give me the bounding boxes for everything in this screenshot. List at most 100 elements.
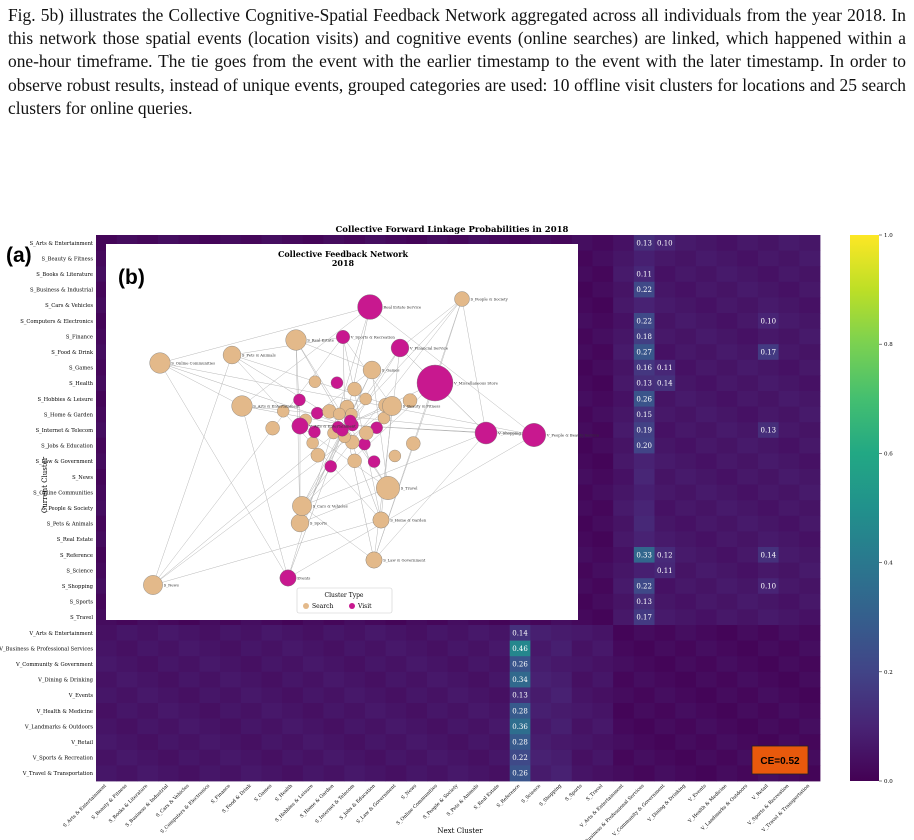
heatmap-cell — [571, 718, 593, 735]
heatmap-cell — [654, 593, 676, 610]
heatmap-cell — [178, 656, 200, 673]
heatmap-cell — [385, 640, 407, 657]
row-label: V_Arts & Entertainment — [28, 631, 93, 637]
network-edge — [159, 362, 535, 436]
heatmap-cell — [613, 313, 635, 329]
heatmap-cell — [530, 656, 552, 673]
row-label: S_Sports — [70, 600, 94, 606]
heatmap-cell — [757, 250, 780, 267]
network-edge — [159, 362, 243, 407]
network-node — [416, 364, 454, 402]
network-legend: Cluster Type Search Visit — [296, 587, 393, 614]
heatmap-cell — [675, 453, 697, 470]
network-node — [359, 425, 374, 441]
col-label: S_Cars & Vehicles — [155, 783, 191, 819]
heatmap-cell — [737, 297, 759, 314]
heatmap-cell — [716, 749, 738, 766]
heatmap-cell — [261, 765, 283, 782]
row-label: S_Reference — [60, 553, 93, 559]
heatmap-cell — [509, 625, 531, 641]
heatmap-cell — [302, 765, 324, 782]
network-node-label: S_Cars & Vehicles — [313, 504, 348, 509]
heatmap-cell — [737, 515, 759, 532]
heatmap-cell — [633, 375, 655, 392]
heatmap-cell — [571, 656, 593, 673]
heatmap-cell — [799, 687, 821, 704]
heatmap-cell — [675, 250, 697, 267]
heatmap-cell — [654, 406, 676, 423]
cell-value-label: 0.17 — [760, 349, 776, 357]
heatmap-cell — [675, 328, 697, 345]
heatmap-cell — [344, 765, 366, 782]
cell-value-label: 0.22 — [636, 583, 652, 591]
network-edge — [287, 434, 535, 579]
heatmap-cell — [799, 640, 821, 657]
heatmap-cell — [675, 578, 697, 595]
heatmap-cell — [323, 765, 345, 782]
panel-label-b: (b) — [118, 266, 145, 289]
heatmap-cell — [654, 375, 676, 392]
heatmap-cell — [633, 500, 655, 517]
cell-value-label: 0.26 — [512, 770, 528, 778]
heatmap-cell — [509, 765, 531, 782]
heatmap-cell — [137, 625, 159, 641]
heatmap-cell — [695, 437, 717, 454]
col-label: S_Business & Industrial — [124, 783, 170, 829]
heatmap-cell — [571, 640, 593, 657]
heatmap-cell — [778, 235, 800, 251]
heatmap-cell — [96, 687, 118, 704]
row-label: S_News — [72, 475, 93, 481]
heatmap-cell — [592, 609, 614, 626]
heatmap-cell — [240, 640, 262, 657]
heatmap-cell — [695, 531, 717, 548]
network-node — [406, 436, 421, 451]
heatmap-cell — [302, 718, 324, 735]
network-edge — [159, 362, 289, 579]
col-label: S_Health — [274, 783, 294, 803]
heatmap-cell — [592, 749, 614, 766]
cell-value-label: 0.27 — [636, 349, 652, 357]
col-label: V_Health & Medicine — [687, 783, 729, 825]
heatmap-cell — [344, 718, 366, 735]
heatmap-cell — [406, 718, 428, 735]
heatmap-cell — [716, 625, 738, 641]
heatmap-cell — [799, 703, 821, 719]
heatmap-cell — [282, 640, 304, 657]
heatmap-cell — [716, 437, 738, 454]
heatmap-cell — [737, 437, 759, 454]
heatmap-cell — [489, 718, 511, 735]
heatmap-cell — [592, 578, 614, 595]
heatmap-cell — [468, 625, 490, 641]
heatmap-cell — [757, 593, 780, 610]
heatmap-cell — [799, 593, 821, 610]
row-label: S_Beauty & Fitness — [42, 256, 94, 262]
heatmap-cell — [695, 749, 717, 766]
cell-value-label: 0.11 — [636, 271, 652, 279]
heatmap-cell — [447, 734, 469, 751]
heatmap-cell — [799, 625, 821, 641]
heatmap-cell — [613, 375, 635, 392]
heatmap-cell — [592, 406, 614, 423]
col-label: S_Finance — [210, 783, 232, 805]
heatmap-cell — [406, 625, 428, 641]
heatmap-cell — [757, 406, 780, 423]
heatmap-cell — [654, 734, 676, 751]
heatmap-cell — [654, 344, 676, 361]
heatmap-cell — [406, 671, 428, 688]
heatmap-cell — [716, 313, 738, 329]
heatmap-cell — [633, 313, 655, 329]
heatmap-cell — [613, 281, 635, 298]
heatmap-cell — [716, 500, 738, 517]
heatmap-cell — [220, 656, 242, 673]
network-node-label: V_Arts & Entertainment — [308, 424, 356, 429]
heatmap-cell — [695, 328, 717, 345]
network-core — [265, 375, 421, 473]
heatmap-cell — [757, 562, 780, 579]
heatmap-cell — [799, 344, 821, 361]
heatmap-cell — [633, 547, 655, 563]
heatmap-cell — [716, 640, 738, 657]
network-node-label: S_Travel — [401, 486, 419, 491]
row-label: S_Cars & Vehicles — [45, 303, 93, 309]
heatmap-cell — [716, 469, 738, 485]
heatmap-cell — [778, 250, 800, 267]
